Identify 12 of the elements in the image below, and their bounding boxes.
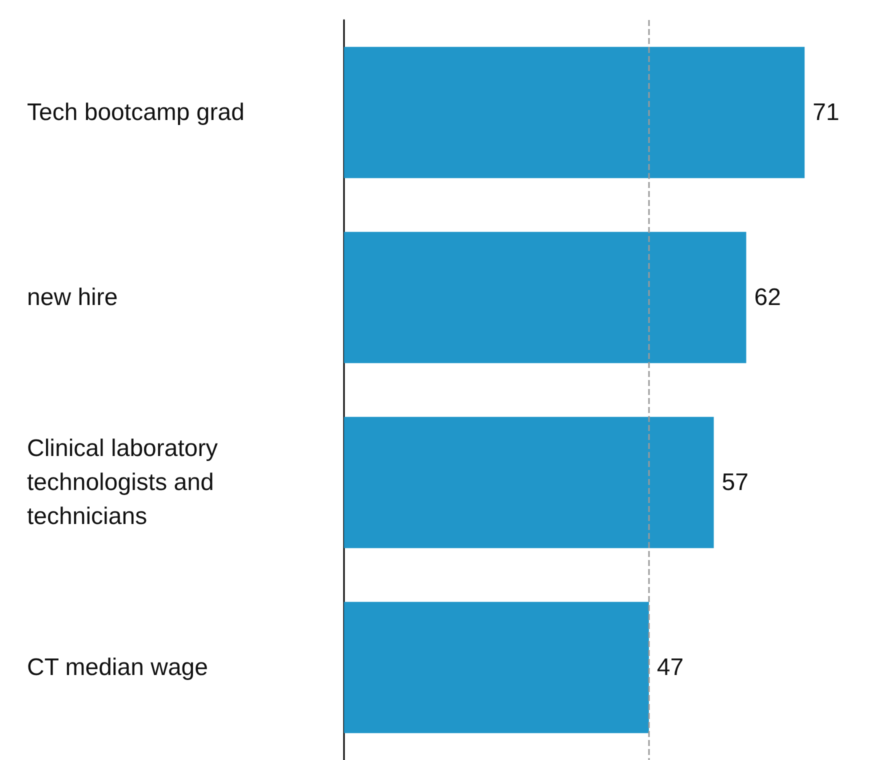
- bar: [344, 232, 746, 364]
- bar: [344, 416, 714, 548]
- data-label: 71: [812, 99, 840, 126]
- bar: [344, 602, 649, 734]
- data-label: 57: [722, 469, 748, 496]
- y-tick-label: CT median wage: [27, 654, 208, 681]
- bar: [344, 46, 805, 178]
- data-label: 47: [656, 654, 684, 681]
- y-tick-label: new hire: [27, 284, 118, 311]
- y-tick-label: Tech bootcamp grad: [27, 99, 244, 126]
- data-label: 62: [754, 284, 781, 311]
- y-tick-label: Clinical laboratory technologists and technicians: [27, 435, 224, 530]
